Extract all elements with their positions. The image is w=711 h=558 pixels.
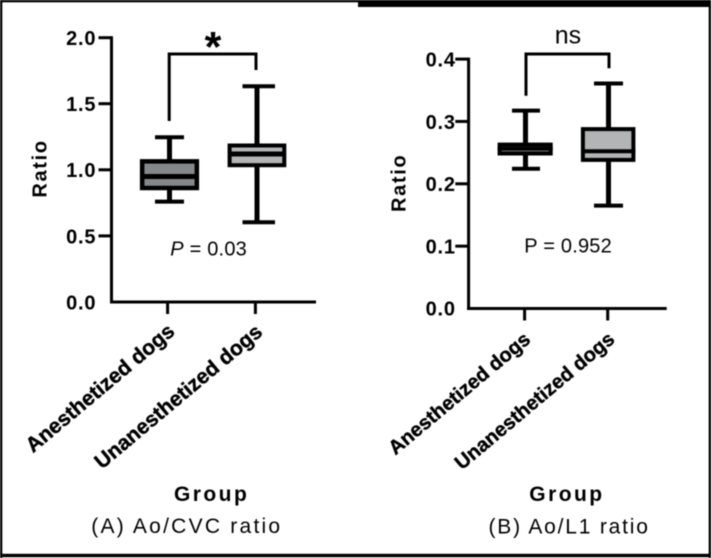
svg-text:*: * xyxy=(205,23,222,71)
svg-text:ns: ns xyxy=(555,22,581,50)
svg-text:0.5: 0.5 xyxy=(66,226,96,248)
svg-text:0.0: 0.0 xyxy=(66,292,96,314)
svg-text:1.0: 1.0 xyxy=(66,160,96,182)
svg-text:(B) Ao/L1 ratio: (B) Ao/L1 ratio xyxy=(489,516,650,539)
svg-text:0.1: 0.1 xyxy=(426,236,456,258)
svg-text:0.0: 0.0 xyxy=(426,299,456,321)
svg-text:1.5: 1.5 xyxy=(66,94,96,116)
svg-text:(A) Ao/CVC ratio: (A) Ao/CVC ratio xyxy=(91,515,282,538)
svg-text:Ratio: Ratio xyxy=(389,154,411,213)
svg-text:Ratio: Ratio xyxy=(30,139,52,198)
svg-text:0.2: 0.2 xyxy=(426,174,456,196)
svg-text:P = 0.03: P = 0.03 xyxy=(170,239,247,261)
svg-text:0.4: 0.4 xyxy=(426,50,456,72)
svg-text:Group: Group xyxy=(174,483,249,506)
svg-text:Group: Group xyxy=(529,483,604,506)
svg-text:2.0: 2.0 xyxy=(66,28,96,50)
svg-text:P = 0.952: P = 0.952 xyxy=(524,236,612,258)
svg-text:0.3: 0.3 xyxy=(426,112,456,134)
